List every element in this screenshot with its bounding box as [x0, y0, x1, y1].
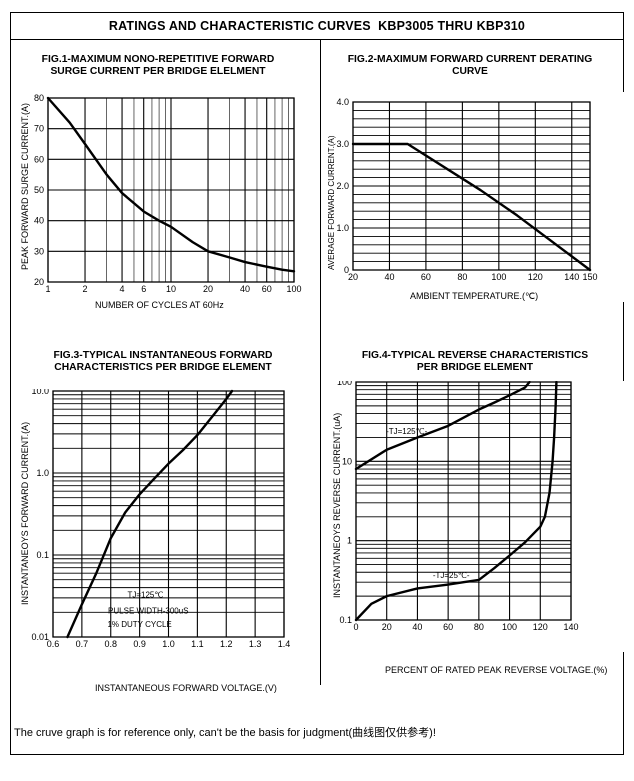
- svg-text:1.2: 1.2: [220, 639, 233, 649]
- svg-text:0: 0: [353, 622, 358, 632]
- svg-text:80: 80: [34, 93, 44, 103]
- svg-text:20: 20: [348, 272, 358, 282]
- svg-text:10.0: 10.0: [31, 389, 49, 396]
- svg-text:0.7: 0.7: [76, 639, 89, 649]
- svg-text:2.0: 2.0: [336, 181, 349, 191]
- svg-text:TJ=125℃: TJ=125℃: [127, 590, 163, 599]
- svg-text:100: 100: [502, 622, 517, 632]
- svg-text:2: 2: [83, 284, 88, 294]
- svg-text:0.9: 0.9: [133, 639, 146, 649]
- svg-text:150: 150: [582, 272, 597, 282]
- svg-text:-TJ=25℃-: -TJ=25℃-: [433, 571, 470, 580]
- svg-text:1.1: 1.1: [191, 639, 204, 649]
- svg-text:120: 120: [533, 622, 548, 632]
- svg-text:70: 70: [34, 124, 44, 134]
- svg-text:10: 10: [166, 284, 176, 294]
- svg-text:60: 60: [443, 622, 453, 632]
- svg-text:0.1: 0.1: [339, 615, 352, 625]
- svg-text:40: 40: [240, 284, 250, 294]
- svg-text:20: 20: [382, 622, 392, 632]
- svg-text:20: 20: [34, 277, 44, 287]
- svg-text:60: 60: [262, 284, 272, 294]
- svg-text:1.0: 1.0: [36, 468, 49, 478]
- svg-text:-TJ=125℃-: -TJ=125℃-: [386, 427, 428, 436]
- svg-text:100: 100: [337, 381, 352, 387]
- svg-text:6: 6: [141, 284, 146, 294]
- svg-text:1.0: 1.0: [162, 639, 175, 649]
- svg-text:50: 50: [34, 185, 44, 195]
- svg-text:0.8: 0.8: [104, 639, 117, 649]
- svg-text:100: 100: [286, 284, 301, 294]
- svg-text:0.1: 0.1: [36, 550, 49, 560]
- svg-text:1: 1: [45, 284, 50, 294]
- svg-text:40: 40: [412, 622, 422, 632]
- svg-text:0.6: 0.6: [47, 639, 60, 649]
- svg-text:60: 60: [421, 272, 431, 282]
- svg-text:100: 100: [491, 272, 506, 282]
- svg-text:60: 60: [34, 154, 44, 164]
- svg-text:80: 80: [474, 622, 484, 632]
- svg-text:1.0: 1.0: [336, 223, 349, 233]
- svg-text:20: 20: [203, 284, 213, 294]
- svg-text:10: 10: [342, 456, 352, 466]
- svg-text:120: 120: [528, 272, 543, 282]
- svg-text:4.0: 4.0: [336, 97, 349, 107]
- svg-text:40: 40: [384, 272, 394, 282]
- svg-text:PULSE WIDTH-300uS: PULSE WIDTH-300uS: [108, 607, 188, 616]
- svg-text:4: 4: [120, 284, 125, 294]
- svg-text:1.4: 1.4: [278, 639, 291, 649]
- svg-text:80: 80: [457, 272, 467, 282]
- svg-text:140: 140: [563, 622, 578, 632]
- svg-text:30: 30: [34, 246, 44, 256]
- svg-text:1.3: 1.3: [249, 639, 262, 649]
- svg-text:3.0: 3.0: [336, 139, 349, 149]
- svg-text:1: 1: [347, 536, 352, 546]
- svg-text:1% DUTY CYCLE: 1% DUTY CYCLE: [107, 620, 171, 629]
- svg-text:40: 40: [34, 216, 44, 226]
- svg-text:140: 140: [564, 272, 579, 282]
